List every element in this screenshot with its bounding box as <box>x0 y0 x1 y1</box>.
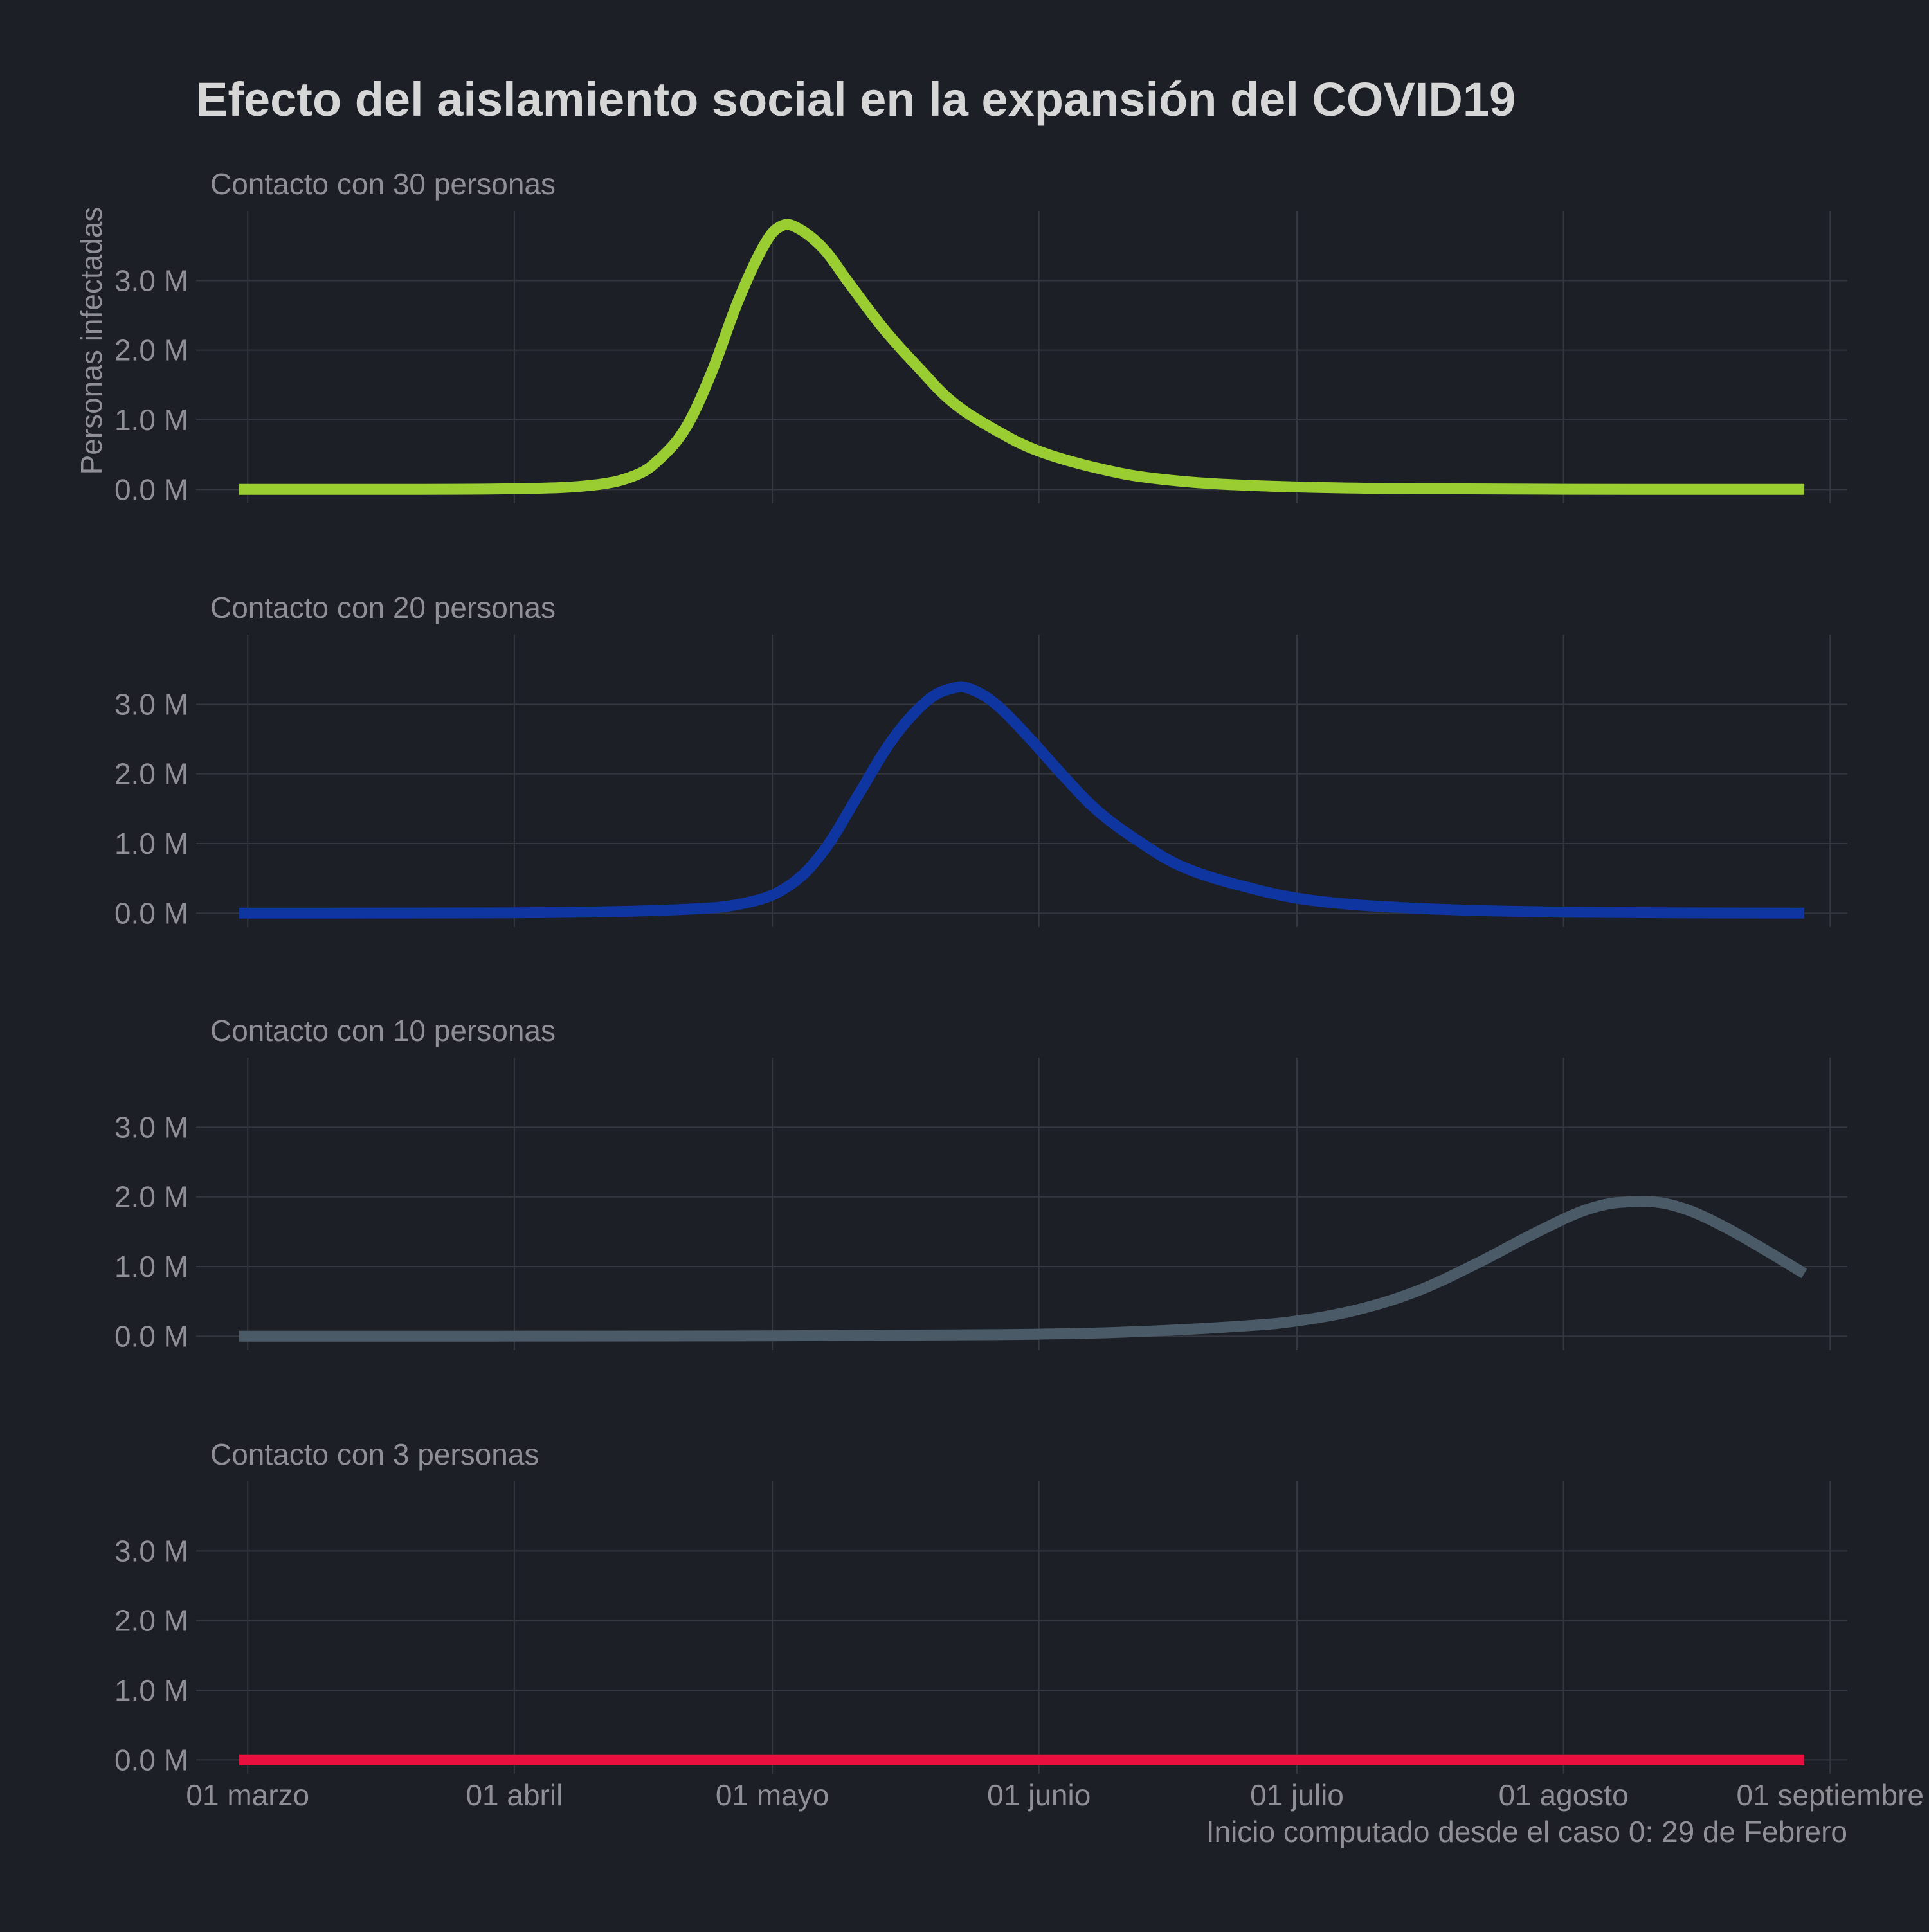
panel-strip-label: Contacto con 20 personas <box>210 591 556 624</box>
y-tick-label: 0.0 M <box>114 473 188 506</box>
x-tick-label: 01 agosto <box>1499 1778 1629 1812</box>
y-tick-label: 2.0 M <box>114 1180 188 1214</box>
y-tick-label: 1.0 M <box>114 403 188 437</box>
y-tick-label: 0.0 M <box>114 1319 188 1353</box>
series-line <box>239 681 1805 919</box>
y-tick-label: 3.0 M <box>114 687 188 721</box>
y-tick-label: 3.0 M <box>114 1534 188 1567</box>
y-tick-label: 2.0 M <box>114 757 188 791</box>
y-tick-label: 1.0 M <box>114 1250 188 1283</box>
series-line <box>239 219 1805 495</box>
x-tick-label: 01 septiembre <box>1737 1778 1924 1812</box>
y-tick-label: 3.0 M <box>114 1110 188 1144</box>
x-axis: 01 marzo 01 abril 01 mayo 01 junio 01 julio 0… <box>186 1778 1924 1812</box>
x-tick-label: 01 julio <box>1250 1778 1344 1812</box>
y-tick-label: 2.0 M <box>114 1604 188 1638</box>
y-axis-label: Personas infectadas <box>75 207 108 475</box>
panel-3: Contacto con 3 personas 0.0 M 1.0 M 2.0 M 3.… <box>114 1438 1847 1776</box>
x-tick-label: 01 marzo <box>186 1778 309 1812</box>
panel-2: Contacto con 10 personas 0.0 M 1.0 M 2.0 M 3… <box>114 1014 1847 1353</box>
x-tick-label: 01 mayo <box>716 1778 829 1812</box>
y-tick-label: 1.0 M <box>114 1674 188 1707</box>
x-tick-label: 01 junio <box>987 1778 1091 1812</box>
y-tick-label: 1.0 M <box>114 827 188 860</box>
panel-0: Contacto con 30 personas 0.0 M 1.0 M 2.0 M 3… <box>114 167 1847 506</box>
series-line <box>239 1196 1807 1342</box>
y-tick-label: 0.0 M <box>114 896 188 930</box>
x-tick-label: 01 abril <box>466 1778 563 1812</box>
panel-strip-label: Contacto con 3 personas <box>210 1438 539 1471</box>
y-tick-label: 0.0 M <box>114 1743 188 1776</box>
y-tick-label: 3.0 M <box>114 264 188 297</box>
panel-strip-label: Contacto con 30 personas <box>210 167 556 201</box>
y-tick-label: 2.0 M <box>114 334 188 367</box>
panel-strip-label: Contacto con 10 personas <box>210 1014 556 1047</box>
chart-caption: Inicio computado desde el caso 0: 29 de … <box>1206 1815 1847 1848</box>
chart-title: Efecto del aislamiento social en la expa… <box>196 73 1516 126</box>
panels-layer: Contacto con 30 personas 0.0 M 1.0 M 2.0 M 3… <box>114 167 1847 1776</box>
panel-1: Contacto con 20 personas 0.0 M 1.0 M 2.0 M 3… <box>114 591 1847 930</box>
